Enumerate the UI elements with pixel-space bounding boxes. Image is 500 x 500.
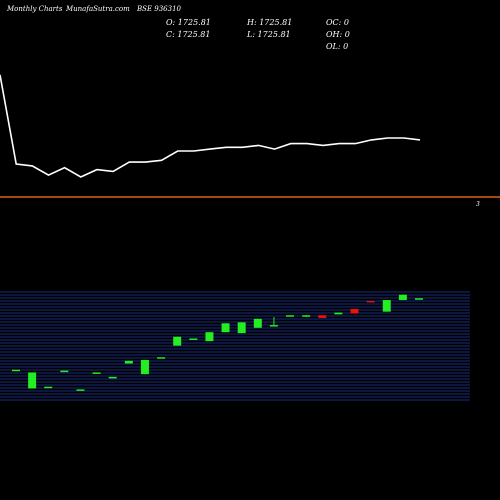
candle-body (318, 315, 327, 318)
symbol-label: BSE 936310 (137, 5, 181, 13)
oc-value: OC: 0 (326, 18, 350, 27)
low-value: L: 1725.81 (247, 30, 291, 39)
candle-body (415, 298, 423, 300)
candle-body (205, 332, 214, 342)
candle-body (366, 300, 375, 303)
candle-body (302, 315, 311, 317)
candle-body (92, 372, 101, 374)
close-value: C: 1725.81 (166, 30, 211, 39)
oh-value: OH: 0 (326, 30, 350, 39)
chart-period-label: Monthly Charts (7, 5, 63, 13)
candle-body (253, 318, 262, 328)
candle-body (108, 376, 117, 379)
high-value: H: 1725.81 (247, 18, 293, 27)
candle-body (398, 294, 407, 301)
candle-body (286, 315, 295, 317)
price-line (0, 74, 421, 178)
candle-body (189, 338, 198, 340)
candle-body (237, 322, 246, 334)
candle-body (76, 389, 85, 391)
open-value: O: 1725.81 (166, 18, 211, 27)
candle-body (28, 372, 37, 389)
candle-body (140, 359, 149, 375)
site-name: MunafaSutra.com (66, 5, 130, 13)
panel-label: 3 (476, 201, 480, 208)
candle-body (12, 369, 20, 372)
candle-body (60, 370, 69, 373)
candle-body (334, 312, 343, 315)
ol-value: OL: 0 (326, 42, 349, 51)
candle-body (157, 357, 166, 359)
candle-body (173, 336, 182, 346)
candle-body (269, 325, 278, 327)
candle-body (44, 386, 53, 389)
candle-body (382, 300, 391, 312)
candle-body (350, 308, 359, 314)
candle-body (124, 360, 133, 364)
candle-body (221, 323, 230, 333)
